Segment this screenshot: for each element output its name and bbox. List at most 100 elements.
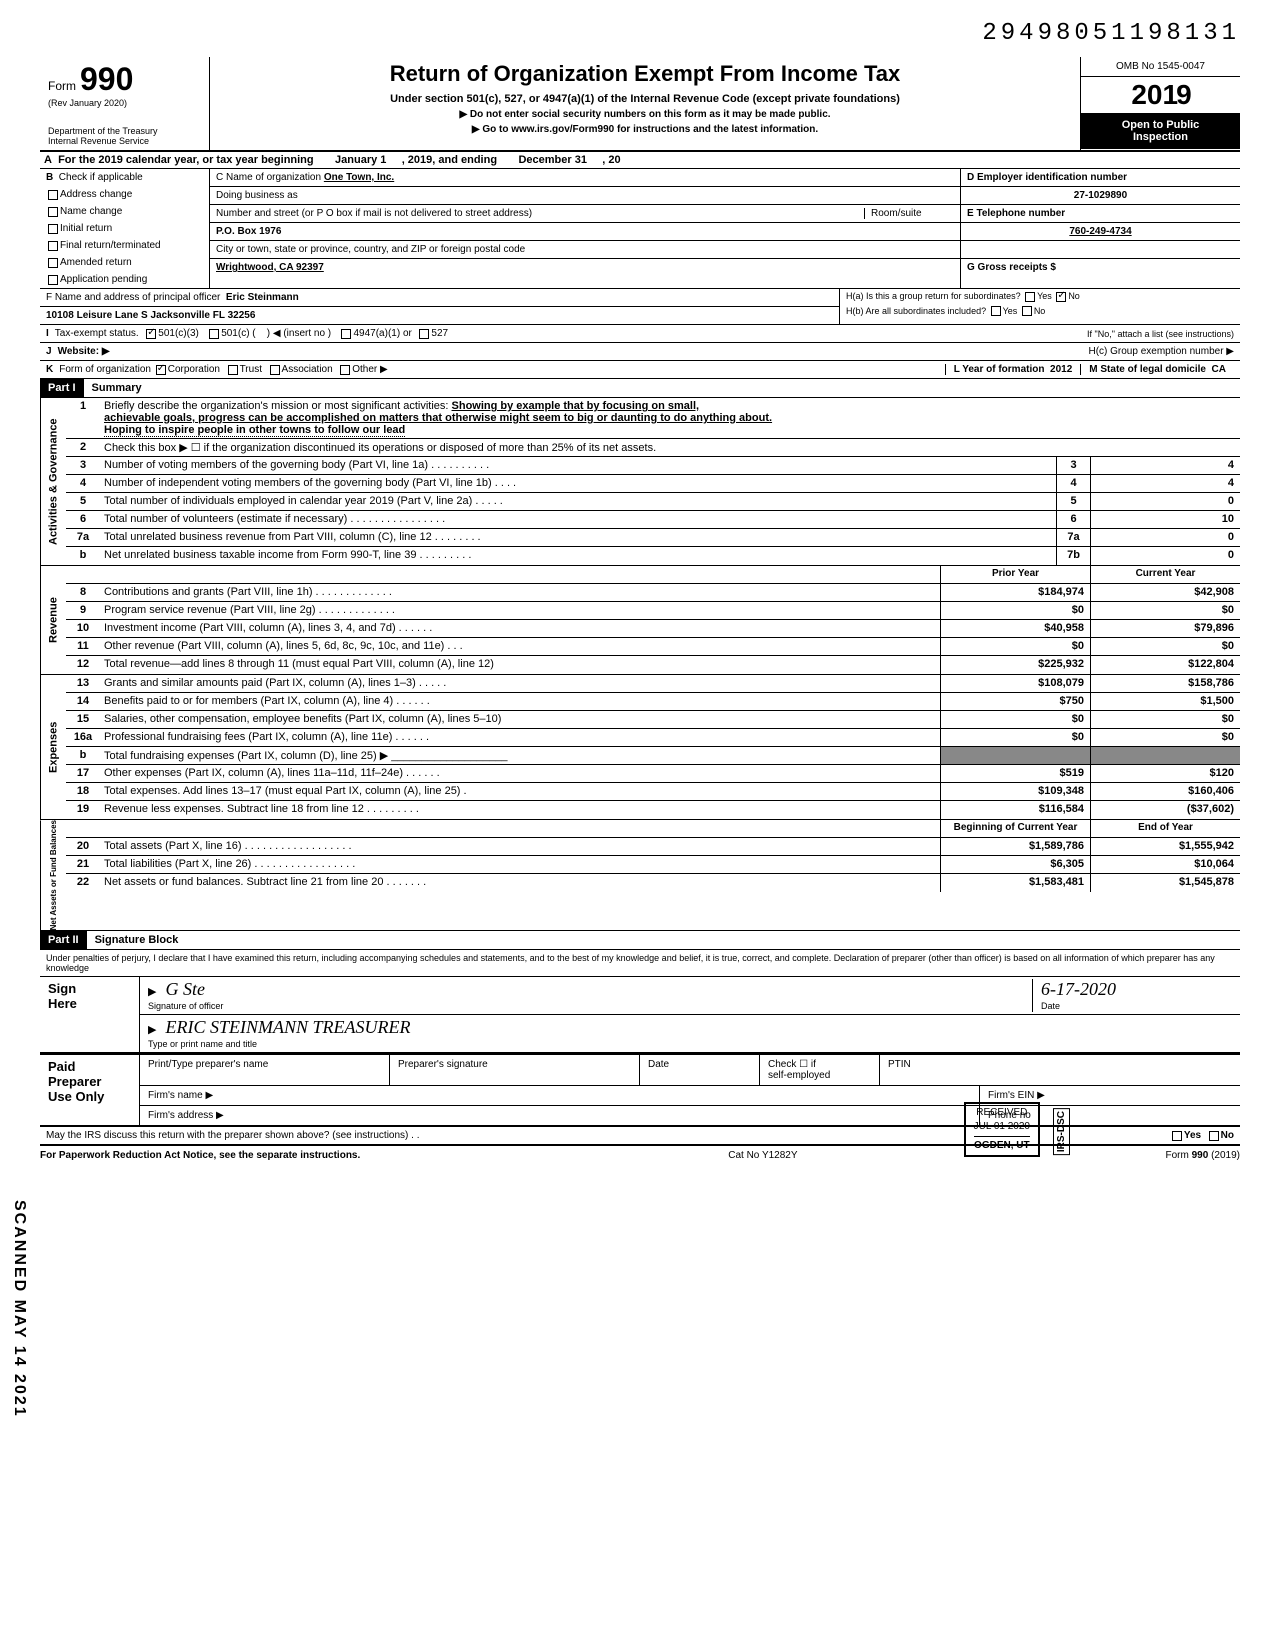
check-ha-no[interactable] — [1056, 292, 1066, 302]
net-prior-21: $6,305 — [940, 856, 1090, 873]
mission-line2: achievable goals, progress can be accomp… — [104, 412, 772, 424]
exp-curr-16a: $0 — [1090, 729, 1240, 746]
officer-signature: G Ste — [166, 979, 206, 999]
line-j: J Website: ▶ H(c) Group exemption number… — [40, 343, 1240, 361]
ssn-note: ▶ Do not enter social security numbers o… — [220, 109, 1070, 120]
rev-curr-9: $0 — [1090, 602, 1240, 619]
tab-expenses: Expenses — [40, 675, 66, 819]
irs-discuss-text: May the IRS discuss this return with the… — [46, 1130, 420, 1141]
form-subtitle: Under section 501(c), 527, or 4947(a)(1)… — [220, 93, 1070, 105]
lbl-app-pending: Application pending — [60, 274, 147, 285]
exp-num-13: 13 — [66, 675, 100, 692]
check-hb-yes[interactable] — [991, 306, 1001, 316]
exp-curr-14: $1,500 — [1090, 693, 1240, 710]
check-discuss-yes[interactable] — [1172, 1131, 1182, 1141]
check-trust[interactable] — [228, 365, 238, 375]
check-other[interactable] — [340, 365, 350, 375]
check-501c[interactable] — [209, 329, 219, 339]
check-501c3[interactable] — [146, 329, 156, 339]
net-desc-22: Net assets or fund balances. Subtract li… — [100, 874, 940, 892]
hdr-current-year: Current Year — [1090, 566, 1240, 583]
rev-curr-8: $42,908 — [1090, 584, 1240, 601]
check-initial-return[interactable] — [48, 224, 58, 234]
open-public-2: Inspection — [1085, 131, 1236, 143]
exp-desc-b: Total fundraising expenses (Part IX, col… — [100, 747, 940, 764]
net-prior-22: $1,583,481 — [940, 874, 1090, 892]
exp-curr-17: $120 — [1090, 765, 1240, 782]
rev-num-11: 11 — [66, 638, 100, 655]
rev-curr-12: $122,804 — [1090, 656, 1240, 674]
net-desc-20: Total assets (Part X, line 16) . . . . .… — [100, 838, 940, 855]
exp-desc-16a: Professional fundraising fees (Part IX, … — [100, 729, 940, 746]
check-527[interactable] — [419, 329, 429, 339]
exp-prior-19: $116,584 — [940, 801, 1090, 819]
part2-header: Part II — [40, 931, 87, 949]
check-app-pending[interactable] — [48, 275, 58, 285]
hdr-begin-year: Beginning of Current Year — [940, 820, 1090, 837]
rev-prior-8: $184,974 — [940, 584, 1090, 601]
exp-prior-17: $519 — [940, 765, 1090, 782]
footer-right: Form 990 (2019) — [1166, 1150, 1240, 1161]
check-discuss-no[interactable] — [1209, 1131, 1219, 1141]
exp-curr-13: $158,786 — [1090, 675, 1240, 692]
rev-desc-8: Contributions and grants (Part VIII, lin… — [100, 584, 940, 601]
rev-desc-11: Other revenue (Part VIII, column (A), li… — [100, 638, 940, 655]
dept-treasury: Department of the Treasury — [48, 126, 201, 136]
hdr-end-year: End of Year — [1090, 820, 1240, 837]
form-header: Form990 (Rev January 2020) Department of… — [40, 57, 1240, 152]
check-final-return[interactable] — [48, 241, 58, 251]
preparer-name-lbl: Print/Type preparer's name — [140, 1055, 390, 1085]
check-amended[interactable] — [48, 258, 58, 268]
rev-desc-9: Program service revenue (Part VIII, line… — [100, 602, 940, 619]
exp-desc-14: Benefits paid to or for members (Part IX… — [100, 693, 940, 710]
hdr-prior-year: Prior Year — [940, 566, 1090, 583]
check-ha-yes[interactable] — [1025, 292, 1035, 302]
val-line4: 4 — [1090, 475, 1240, 492]
check-4947[interactable] — [341, 329, 351, 339]
exp-prior-16a: $0 — [940, 729, 1090, 746]
preparer-date-lbl: Date — [640, 1055, 760, 1085]
exp-num-18: 18 — [66, 783, 100, 800]
check-name-change[interactable] — [48, 207, 58, 217]
footer-mid: Cat No Y1282Y — [728, 1150, 797, 1161]
net-num-20: 20 — [66, 838, 100, 855]
check-assoc[interactable] — [270, 365, 280, 375]
signature-date: 6-17-2020 — [1041, 979, 1116, 999]
irs-dsc-stamp: IRS-DSC — [1053, 1108, 1070, 1155]
form-title: Return of Organization Exempt From Incom… — [220, 61, 1070, 87]
exp-prior-13: $108,079 — [940, 675, 1090, 692]
mission-line3: Hoping to inspire people in other towns … — [104, 424, 405, 437]
rev-curr-10: $79,896 — [1090, 620, 1240, 637]
net-prior-20: $1,589,786 — [940, 838, 1090, 855]
line-k: K Form of organization Corporation Trust… — [40, 361, 1240, 379]
net-num-21: 21 — [66, 856, 100, 873]
exp-curr-19: ($37,602) — [1090, 801, 1240, 819]
check-hb-no[interactable] — [1022, 306, 1032, 316]
val-line7a: 0 — [1090, 529, 1240, 546]
tab-net-assets: Net Assets or Fund Balances — [40, 820, 66, 930]
check-address-change[interactable] — [48, 190, 58, 200]
omb-number: OMB No 1545-0047 — [1081, 57, 1240, 77]
exp-curr-18: $160,406 — [1090, 783, 1240, 800]
phone: 760-249-4734 — [961, 223, 1240, 241]
rev-num-8: 8 — [66, 584, 100, 601]
check-corp[interactable] — [156, 365, 166, 375]
form-number: 990 — [80, 61, 133, 97]
lbl-initial-return: Initial return — [60, 223, 112, 234]
exp-curr-b — [1090, 747, 1240, 764]
net-curr-20: $1,555,942 — [1090, 838, 1240, 855]
rev-prior-10: $40,958 — [940, 620, 1090, 637]
exp-prior-15: $0 — [940, 711, 1090, 728]
val-line6: 10 — [1090, 511, 1240, 528]
val-line7b: 0 — [1090, 547, 1240, 565]
exp-num-17: 17 — [66, 765, 100, 782]
exp-desc-15: Salaries, other compensation, employee b… — [100, 711, 940, 728]
lbl-address-change: Address change — [60, 189, 132, 200]
part1-title: Summary — [84, 379, 150, 397]
exp-desc-18: Total expenses. Add lines 13–17 (must eq… — [100, 783, 940, 800]
exp-num-15: 15 — [66, 711, 100, 728]
tax-year: 19 — [1163, 79, 1190, 110]
rev-num-10: 10 — [66, 620, 100, 637]
tab-governance: Activities & Governance — [40, 398, 66, 565]
jurat-text: Under penalties of perjury, I declare th… — [40, 950, 1240, 977]
